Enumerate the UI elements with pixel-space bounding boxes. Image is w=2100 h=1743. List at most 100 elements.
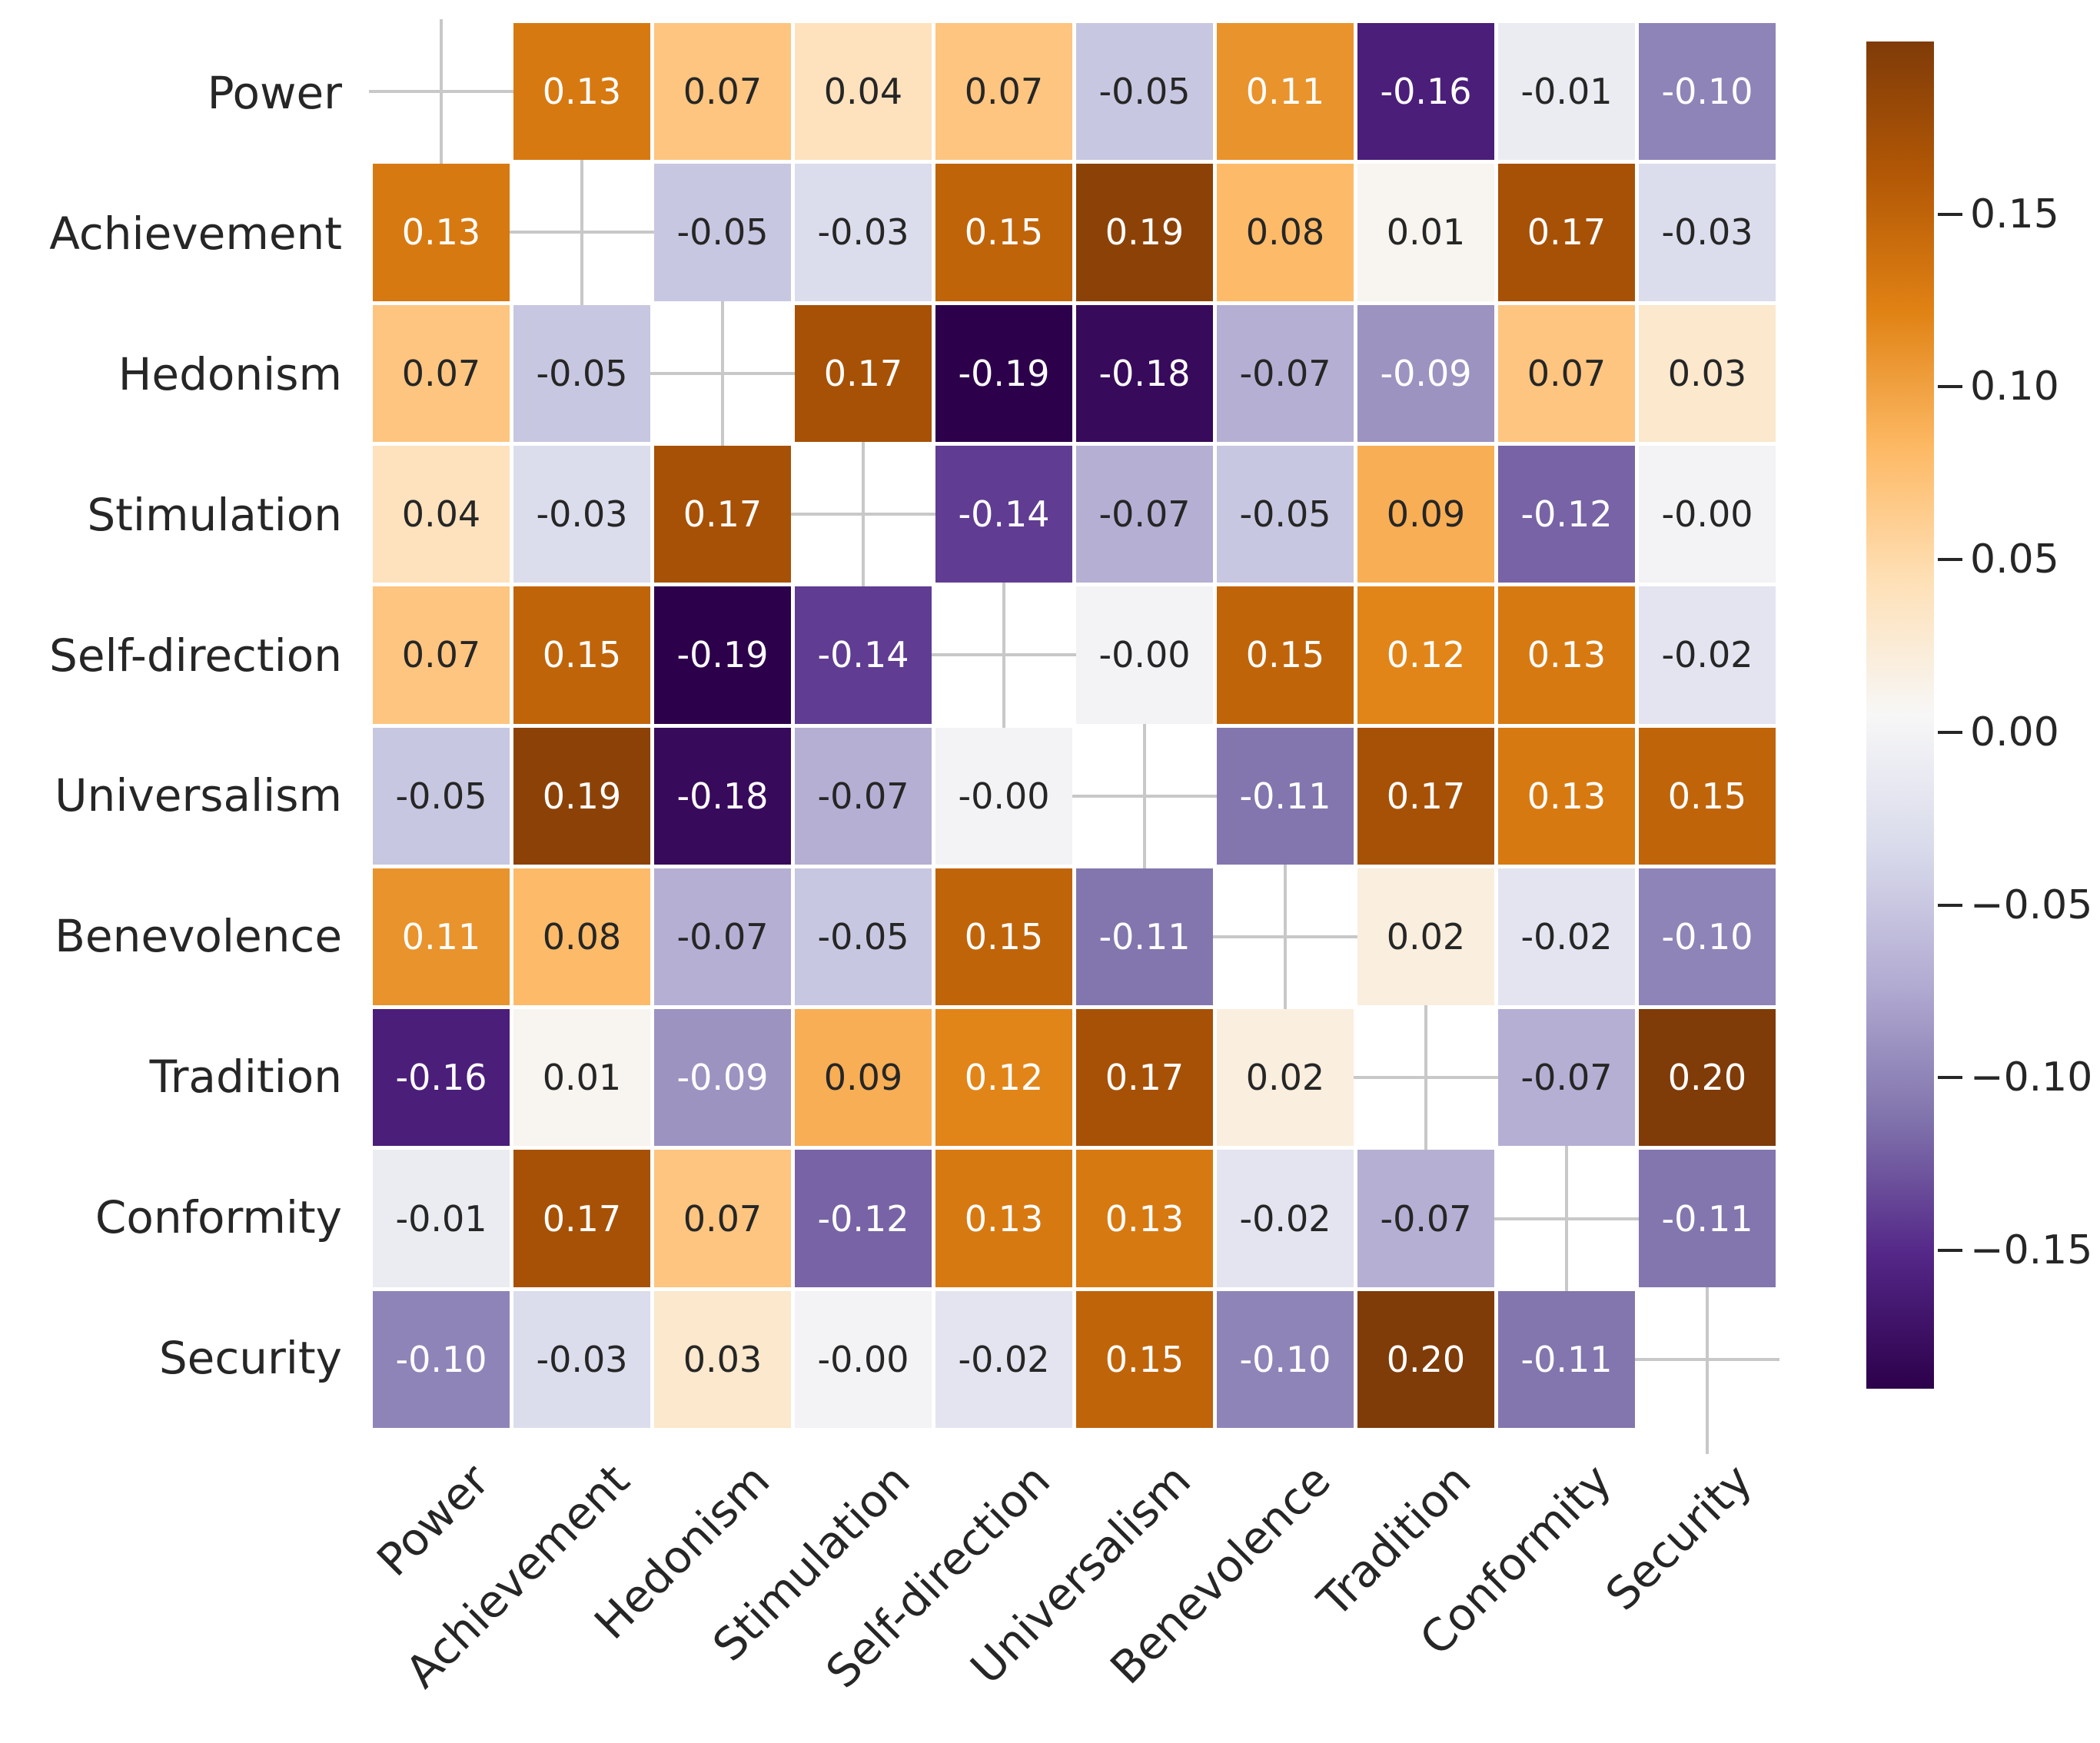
heatmap-cell: -0.09 <box>1357 304 1494 442</box>
heatmap-cell: -0.01 <box>1498 23 1635 161</box>
diagonal-gridline-vertical <box>1565 1146 1568 1291</box>
heatmap-cell: 0.17 <box>1498 164 1635 301</box>
heatmap-cell: 0.17 <box>1076 1009 1213 1147</box>
y-tick-label-universalism: Universalism <box>55 769 342 822</box>
heatmap-cell: 0.07 <box>1498 304 1635 442</box>
colorbar-tick-label: −0.10 <box>1970 1054 2093 1101</box>
heatmap-cell: 0.07 <box>654 23 791 161</box>
heatmap-cell: 0.04 <box>373 445 510 583</box>
heatmap-cell: 0.19 <box>513 727 650 865</box>
heatmap-cell: -0.14 <box>795 586 932 724</box>
heatmap-cell: -0.09 <box>654 1009 791 1147</box>
heatmap-cell: 0.01 <box>1357 164 1494 301</box>
heatmap-cell: 0.01 <box>513 1009 650 1147</box>
heatmap-cell: 0.15 <box>513 586 650 724</box>
heatmap-cell: 0.17 <box>654 445 791 583</box>
heatmap-cell: -0.02 <box>1217 1150 1354 1287</box>
heatmap-cell-masked-diagonal <box>1494 1146 1639 1291</box>
heatmap-cell: 0.08 <box>513 868 650 1006</box>
heatmap-cell-masked-diagonal <box>791 441 935 587</box>
heatmap-cell: -0.10 <box>1217 1290 1354 1428</box>
heatmap-cell: -0.05 <box>795 868 932 1006</box>
heatmap-cell: 0.17 <box>513 1150 650 1287</box>
heatmap-cell: -0.05 <box>1076 23 1213 161</box>
heatmap-cell: -0.19 <box>935 304 1072 442</box>
heatmap-cell-masked-diagonal <box>1635 1286 1779 1454</box>
heatmap-cell: -0.16 <box>373 1009 510 1147</box>
heatmap-cell: -0.02 <box>1498 868 1635 1006</box>
colorbar-tick-mark <box>1938 1249 1962 1253</box>
heatmap-cell: 0.17 <box>1357 727 1494 865</box>
heatmap-cell: 0.12 <box>935 1009 1072 1147</box>
heatmap-cell: -0.07 <box>654 868 791 1006</box>
heatmap-cell: 0.13 <box>1498 586 1635 724</box>
heatmap-cell: -0.00 <box>1076 586 1213 724</box>
colorbar-tick-label: −0.15 <box>1970 1227 2093 1274</box>
heatmap-cell: -0.10 <box>1639 23 1776 161</box>
heatmap-cell: -0.00 <box>795 1290 932 1428</box>
heatmap-cell: -0.02 <box>1639 586 1776 724</box>
heatmap-cell: 0.19 <box>1076 164 1213 301</box>
diagonal-gridline-vertical <box>1002 583 1005 728</box>
y-tick-label-security: Security <box>158 1331 342 1384</box>
colorbar-tick-label: 0.05 <box>1970 536 2059 583</box>
diagonal-gridline-vertical <box>1706 1286 1709 1454</box>
heatmap-cell: 0.07 <box>654 1150 791 1287</box>
heatmap-cell: -0.02 <box>935 1290 1072 1428</box>
diagonal-gridline-vertical <box>1284 864 1287 1010</box>
heatmap-cell: 0.07 <box>373 304 510 442</box>
heatmap-cell: -0.12 <box>1498 445 1635 583</box>
heatmap-cell: 0.12 <box>1357 586 1494 724</box>
heatmap-cell: -0.07 <box>1498 1009 1635 1147</box>
heatmap-cell: -0.18 <box>1076 304 1213 442</box>
heatmap-cell: -0.05 <box>513 304 650 442</box>
heatmap-cell: 0.17 <box>795 304 932 442</box>
heatmap-cell: 0.07 <box>935 23 1072 161</box>
y-tick-label-benevolence: Benevolence <box>55 910 342 963</box>
heatmap-cell: 0.03 <box>1639 304 1776 442</box>
heatmap-cell: 0.07 <box>373 586 510 724</box>
heatmap-cell: -0.01 <box>373 1150 510 1287</box>
heatmap-cell: 0.15 <box>1639 727 1776 865</box>
heatmap-cell-masked-diagonal <box>369 19 513 164</box>
heatmap-cell: -0.14 <box>935 445 1072 583</box>
y-tick-label-stimulation: Stimulation <box>87 488 342 541</box>
diagonal-gridline-vertical <box>580 160 583 305</box>
heatmap-cell: -0.07 <box>1217 304 1354 442</box>
y-tick-label-achievement: Achievement <box>49 208 342 261</box>
heatmap-grid: 0.13 0.07 0.04 0.07 -0.05 0.11 -0.16 -0.01 -0.10… <box>369 19 1779 1454</box>
heatmap-cell-masked-diagonal <box>1072 723 1217 868</box>
heatmap-cell-masked-diagonal <box>650 300 795 446</box>
diagonal-gridline-vertical <box>862 441 865 587</box>
colorbar-tick-label: −0.05 <box>1970 881 2093 928</box>
colorbar-tick-mark <box>1938 558 1962 562</box>
heatmap-cell: 0.02 <box>1217 1009 1354 1147</box>
heatmap-cell: 0.11 <box>1217 23 1354 161</box>
heatmap-cell: -0.11 <box>1498 1290 1635 1428</box>
heatmap-cell: 0.13 <box>1498 727 1635 865</box>
heatmap-cell: -0.03 <box>795 164 932 301</box>
y-tick-label-self-direction: Self-direction <box>49 629 342 682</box>
heatmap-cell: 0.08 <box>1217 164 1354 301</box>
y-tick-label-power: Power <box>207 67 342 120</box>
heatmap-cell: 0.20 <box>1639 1009 1776 1147</box>
heatmap-cell: -0.00 <box>935 727 1072 865</box>
heatmap-cell: 0.13 <box>935 1150 1072 1287</box>
heatmap-cell: -0.19 <box>654 586 791 724</box>
colorbar-gradient <box>1866 42 1934 1389</box>
heatmap-cell: 0.15 <box>935 868 1072 1006</box>
heatmap-cell: -0.03 <box>513 1290 650 1428</box>
heatmap-cell: 0.09 <box>1357 445 1494 583</box>
heatmap-cell-masked-diagonal <box>1213 864 1357 1010</box>
heatmap-cell: -0.05 <box>373 727 510 865</box>
y-tick-label-hedonism: Hedonism <box>118 348 342 400</box>
x-tick-label-security: Security <box>1595 1454 1762 1621</box>
heatmap-cell: 0.03 <box>654 1290 791 1428</box>
y-tick-label-tradition: Tradition <box>149 1051 342 1103</box>
heatmap-cell: -0.05 <box>654 164 791 301</box>
heatmap-cell: -0.11 <box>1076 868 1213 1006</box>
colorbar-tick-mark <box>1938 903 1962 907</box>
heatmap-cell: -0.11 <box>1217 727 1354 865</box>
heatmap-cell: -0.11 <box>1639 1150 1776 1287</box>
heatmap-cell: -0.18 <box>654 727 791 865</box>
